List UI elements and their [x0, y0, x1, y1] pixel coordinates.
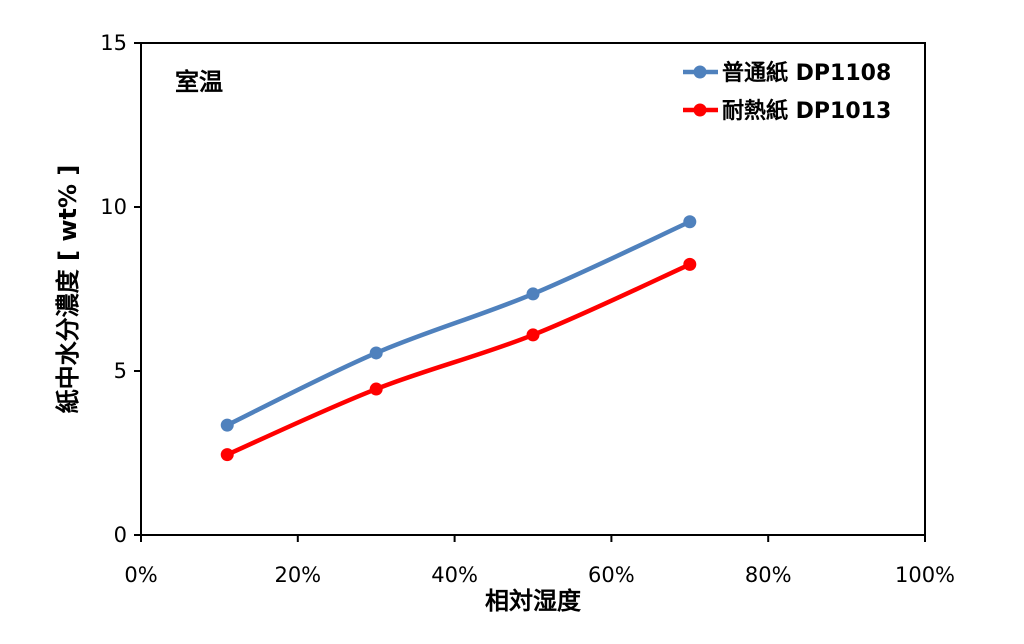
- series-0-point: [683, 215, 697, 229]
- plot-area: [140, 42, 926, 536]
- x-tick-label: 20%: [274, 563, 321, 587]
- legend-marker: [693, 103, 707, 117]
- x-axis-ticks: 0% 20% 40% 60% 80% 100%: [124, 535, 955, 587]
- x-tick-label: 0%: [124, 563, 157, 587]
- y-tick-label: 5: [114, 359, 127, 383]
- series-1-point: [220, 448, 234, 462]
- x-axis-title: 相対湿度: [485, 587, 582, 615]
- y-tick-label: 15: [100, 31, 127, 55]
- series-1-point: [526, 328, 540, 342]
- series-1-point: [683, 257, 697, 271]
- series-layer: [220, 215, 697, 462]
- series-0-point: [220, 418, 234, 432]
- legend: 普通紙 DP1108 耐熱紙 DP1013: [683, 60, 891, 124]
- y-axis-ticks: 0 5 10 15: [100, 31, 141, 547]
- chart-annotation: 室温: [175, 68, 223, 96]
- y-axis-title: 紙中水分濃度 [ wt% ]: [54, 165, 82, 414]
- series-1-point: [369, 382, 383, 396]
- series-0-point: [526, 287, 540, 301]
- y-tick-label: 0: [114, 523, 127, 547]
- x-tick-label: 100%: [895, 563, 955, 587]
- legend-label: 耐熱紙 DP1013: [722, 98, 891, 124]
- legend-label: 普通紙 DP1108: [722, 60, 891, 86]
- series-0-point: [369, 346, 383, 360]
- series-line-1: [224, 262, 693, 457]
- series-line-0: [224, 219, 693, 428]
- x-tick-label: 60%: [588, 563, 635, 587]
- legend-marker: [693, 65, 707, 79]
- x-tick-label: 80%: [745, 563, 792, 587]
- y-tick-label: 10: [100, 195, 127, 219]
- x-tick-label: 40%: [431, 563, 478, 587]
